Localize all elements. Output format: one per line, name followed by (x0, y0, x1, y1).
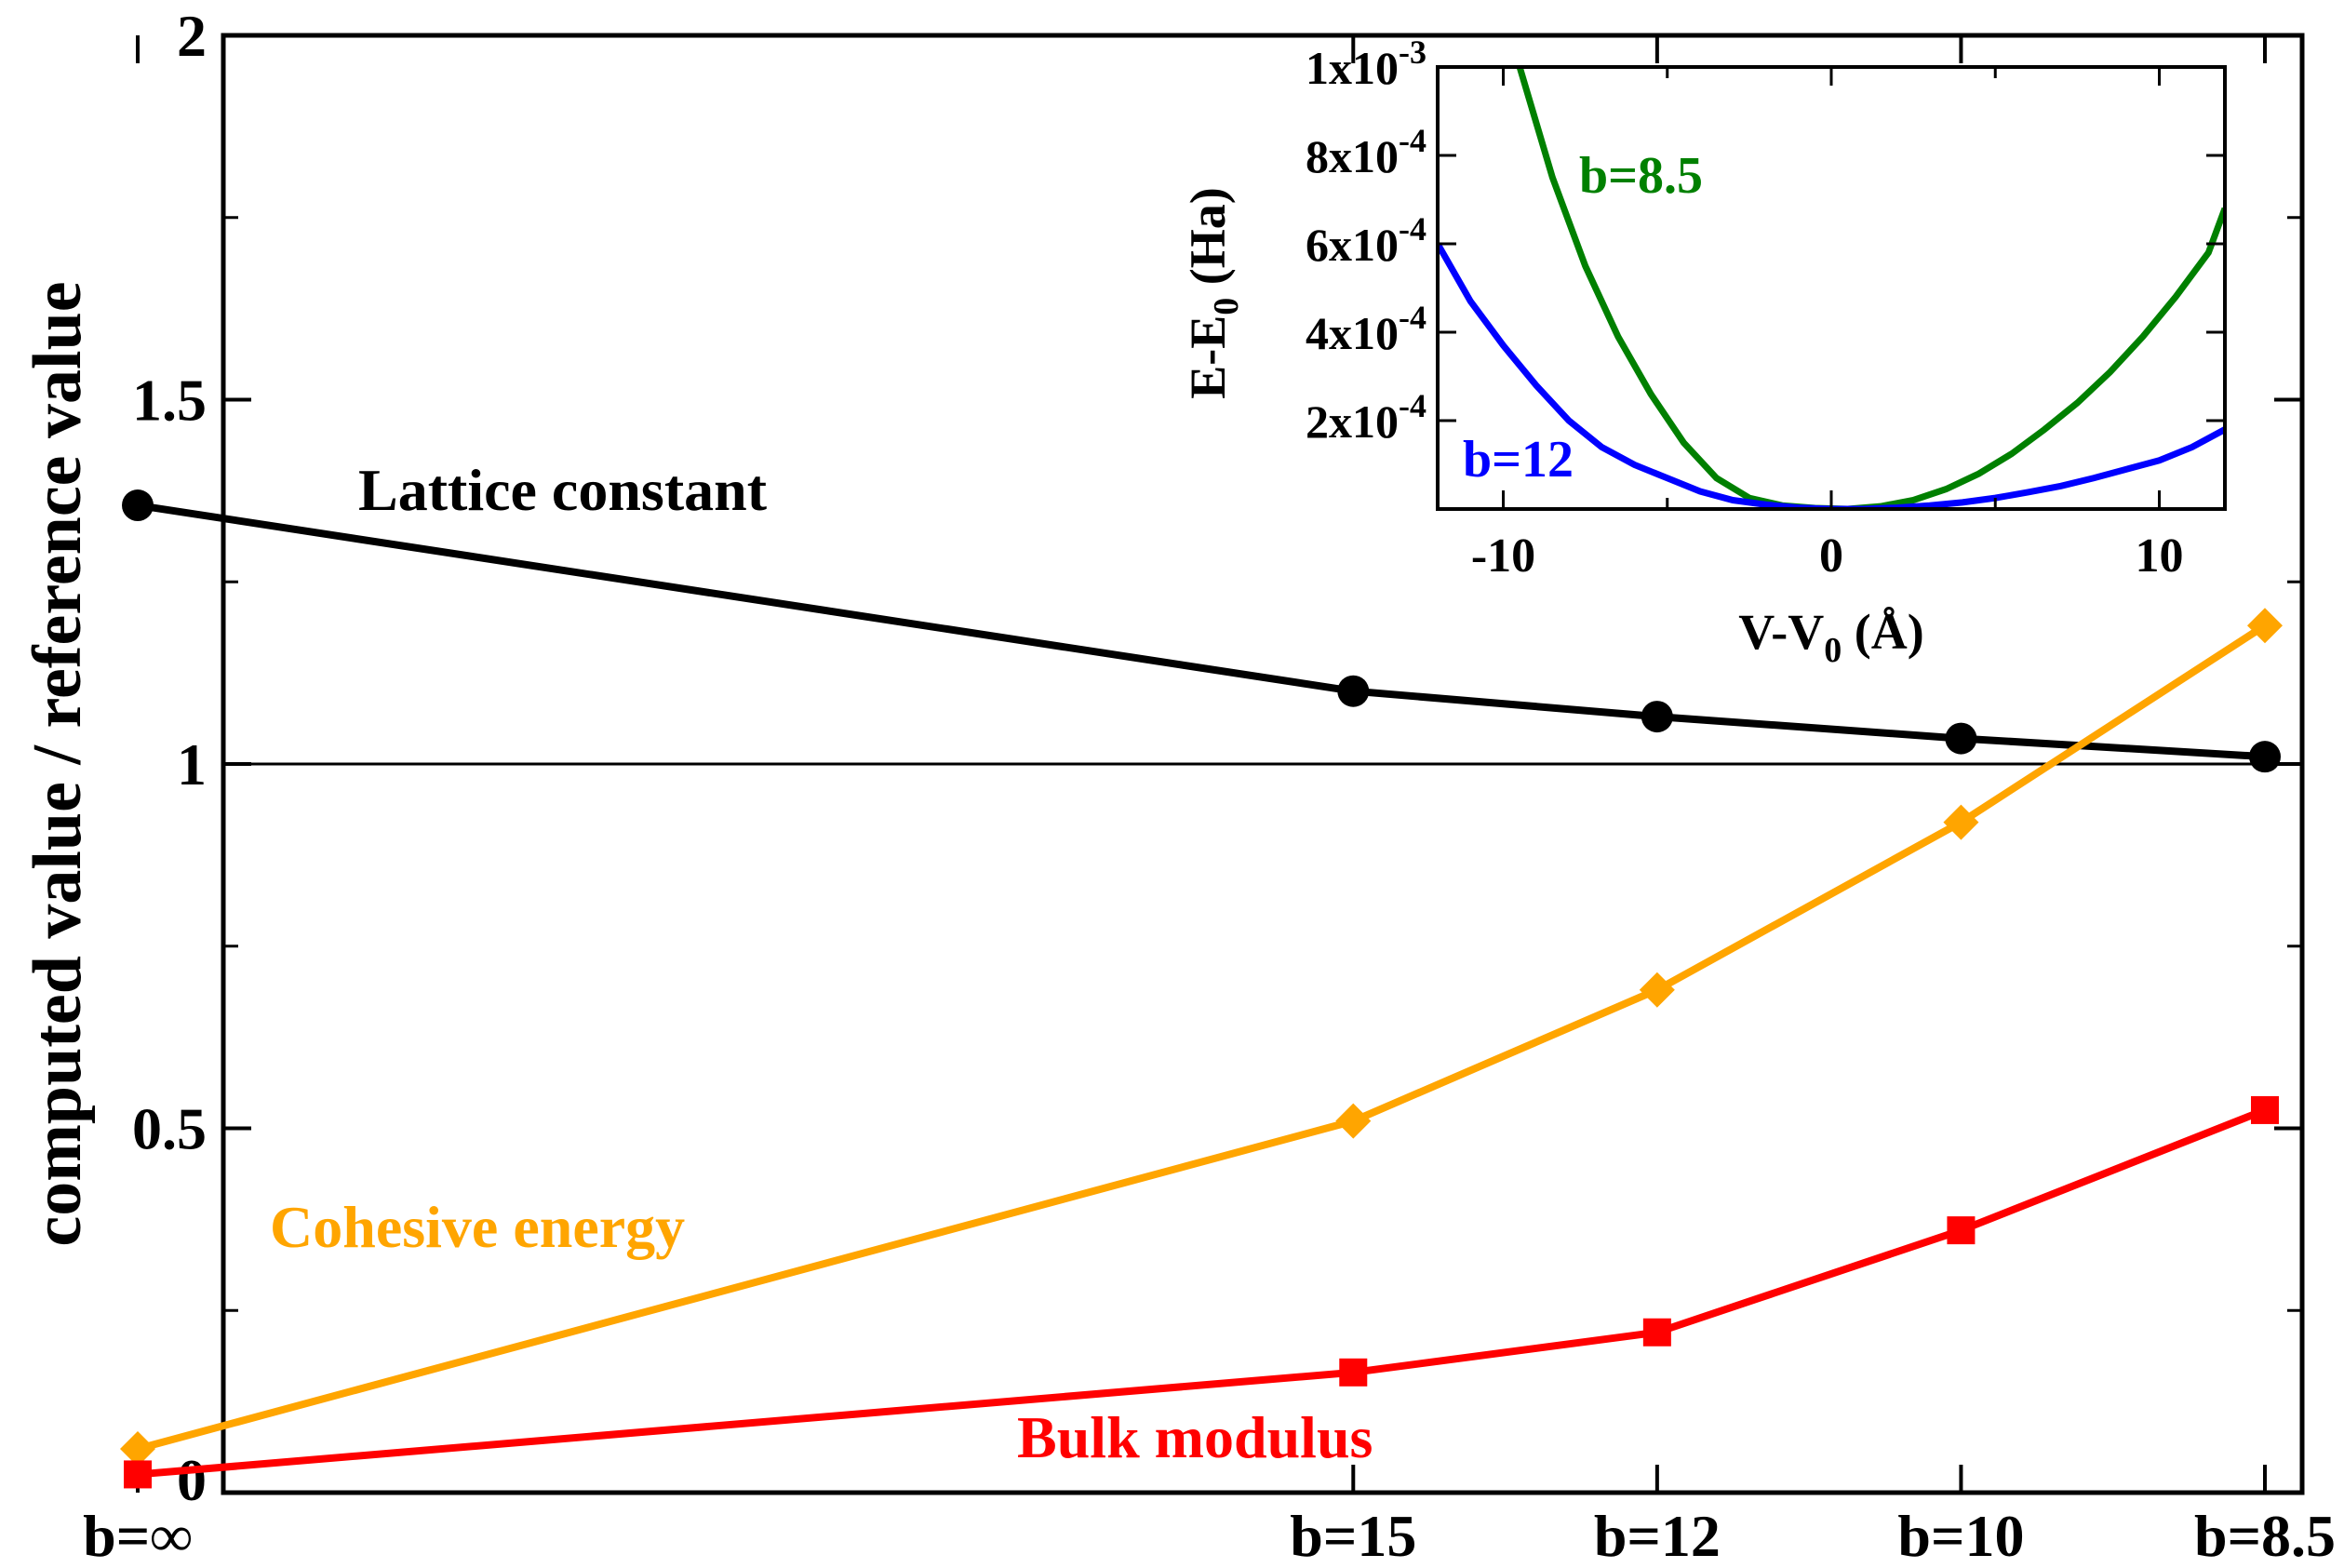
cohesive-energy-point (1335, 1103, 1372, 1139)
inset-y-tick-label: 4x10-4 (1306, 299, 1426, 359)
inset-y-axis-label-main: E-E (1180, 315, 1236, 399)
main-x-ticks: b=∞ b=15 b=12 b=10 b=8.5 (83, 35, 2336, 1568)
main-y-tick-label: 2 (177, 3, 207, 69)
cohesive-energy-point (120, 1431, 155, 1467)
series-lattice-constant (122, 489, 2281, 773)
cohesive-energy-point (1943, 804, 1979, 840)
series-cohesive-energy (120, 608, 2283, 1467)
inset-y-tick-label-exp: -4 (1399, 387, 1426, 424)
inset-series-b-12-line (1438, 242, 2225, 509)
inset-y-tick-label-base: 2x10 (1306, 395, 1399, 448)
bulk-modulus-point (124, 1460, 152, 1489)
cohesive-energy-point (2247, 608, 2283, 644)
inset-y-tick-label-exp: -4 (1399, 210, 1426, 248)
inset-y-tick-label: 6x10-4 (1306, 210, 1426, 271)
inset-y-tick-label: 1x10-3 (1306, 34, 1426, 94)
main-y-tick-label: 1.5 (132, 368, 207, 434)
lattice-constant-point (122, 489, 154, 522)
main-y-tick-label: 0 (177, 1447, 207, 1513)
main-plot: 0 0.5 1 1.5 2 b=∞ b=15 b=12 b=10 b=8.5 computed … (20, 3, 2336, 1568)
inset-y-tick-label-base: 6x10 (1306, 219, 1399, 271)
cohesive-energy-line (136, 622, 2268, 1453)
inset-x-axis-label-main: V-V (1738, 604, 1824, 660)
inset-y-axis-label-sub: 0 (1207, 298, 1246, 315)
inset-series-label-b-12: b=12 (1463, 431, 1574, 489)
bulk-modulus-point (2251, 1095, 2279, 1124)
main-x-tick-label: b=10 (1897, 1503, 2024, 1568)
cohesive-energy-point (1639, 972, 1675, 1008)
series-label-bulk-modulus: Bulk modulus (1017, 1404, 1373, 1470)
main-x-tick-label: b=8.5 (2194, 1503, 2336, 1568)
inset-x-tick-label: -10 (1471, 529, 1535, 583)
main-y-ticks: 0 0.5 1 1.5 2 (132, 3, 2302, 1513)
inset-y-tick-label-base: 1x10 (1306, 42, 1399, 94)
main-x-tick-label: b=15 (1290, 1503, 1416, 1568)
bulk-modulus-point (1642, 1318, 1671, 1347)
inset-y-tick-label: 8x10-4 (1306, 122, 1426, 182)
bulk-modulus-point (1947, 1216, 1976, 1245)
lattice-constant-line (137, 502, 2266, 761)
inset-series-label-b-8-5: b=8.5 (1579, 147, 1703, 205)
inset-series (1438, 67, 2225, 509)
inset-x-ticks: -10 0 10 (1471, 67, 2184, 583)
lattice-constant-point (1641, 701, 1673, 733)
inset-x-axis-label: V-V0 (Å) (1738, 604, 1923, 670)
inset-y-axis-label: E-E0 (Ha) (1180, 187, 1246, 399)
inset-y-tick-label-exp: -3 (1399, 34, 1426, 71)
inset-y-tick-label-exp: -4 (1399, 299, 1426, 336)
lattice-constant-point (1945, 722, 1977, 755)
series-bulk-modulus (124, 1095, 2279, 1489)
series-label-lattice-constant: Lattice constant (358, 457, 768, 523)
inset-y-tick-label-base: 4x10 (1306, 307, 1399, 359)
inset-plot-background (1438, 67, 2225, 509)
inset-x-tick-label: 10 (2136, 529, 2184, 583)
inset-y-tick-label-exp: -4 (1399, 122, 1426, 159)
inset-x-tick-label: 0 (1819, 529, 1843, 583)
main-x-tick-label: b=∞ (83, 1503, 193, 1568)
inset-y-tick-label: 2x10-4 (1306, 387, 1426, 448)
main-y-tick-label: 0.5 (132, 1096, 207, 1162)
main-series (120, 489, 2283, 1489)
bulk-modulus-point (1339, 1358, 1368, 1387)
inset-x-axis-label-tail: (Å) (1842, 604, 1923, 660)
lattice-constant-point (1337, 675, 1370, 707)
inset-x-axis-label-sub: 0 (1824, 631, 1842, 670)
main-y-axis-label: computed value / reference value (20, 281, 96, 1246)
inset-y-axis-label-tail: (Ha) (1180, 187, 1236, 297)
main-x-tick-label: b=12 (1594, 1503, 1721, 1568)
inset-y-axis-label-group: E-E0 (Ha) (1180, 187, 1246, 399)
lattice-constant-point (2249, 741, 2281, 773)
series-label-cohesive-energy: Cohesive energy (270, 1194, 685, 1260)
inset-y-tick-label-base: 8x10 (1306, 130, 1399, 182)
main-y-tick-label: 1 (177, 731, 207, 797)
main-y-axis-label-group: computed value / reference value (20, 281, 96, 1246)
